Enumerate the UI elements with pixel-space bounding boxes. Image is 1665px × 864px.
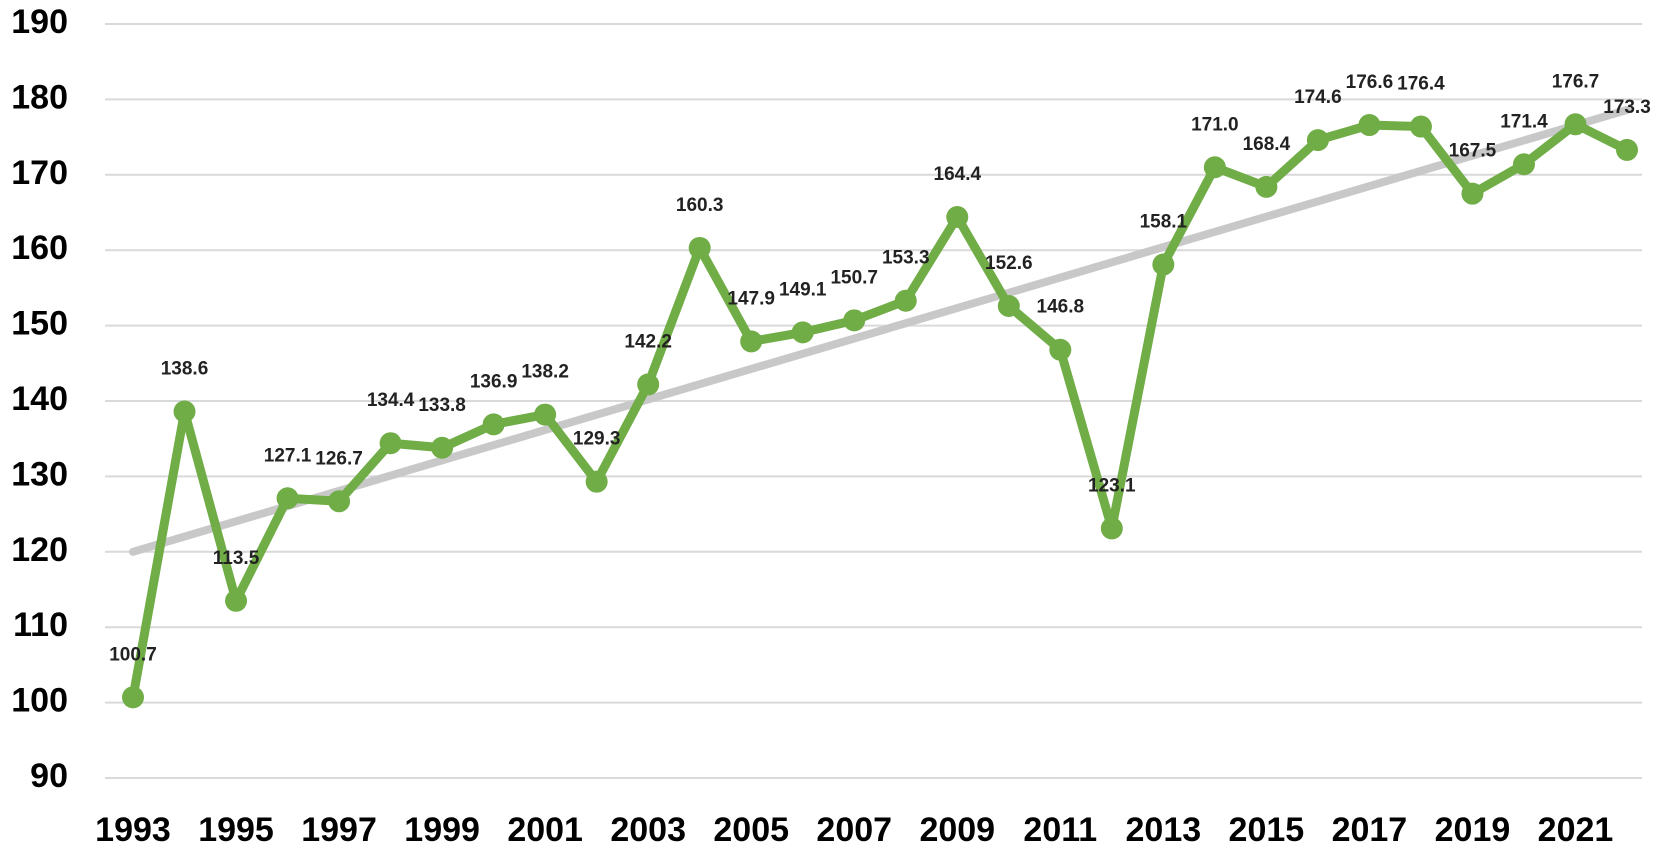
y-tick-label: 180 <box>11 78 68 116</box>
x-tick-label: 1993 <box>95 811 171 849</box>
x-tick-label: 1999 <box>404 811 480 849</box>
data-label: 171.4 <box>1500 111 1548 132</box>
data-label: 100.7 <box>109 644 157 665</box>
point <box>173 400 196 423</box>
point <box>894 289 917 312</box>
point <box>1358 114 1381 137</box>
data-label: 136.9 <box>470 371 518 392</box>
y-tick-label: 160 <box>11 229 68 267</box>
point <box>1100 517 1123 540</box>
x-tick-label: 2021 <box>1538 811 1614 849</box>
x-tick-label: 1995 <box>198 811 274 849</box>
point <box>946 206 969 229</box>
data-label: 158.1 <box>1140 212 1188 233</box>
data-label: 164.4 <box>934 164 982 185</box>
data-label: 129.3 <box>573 429 621 450</box>
data-label: 171.0 <box>1191 114 1239 135</box>
point <box>1203 156 1226 179</box>
point <box>534 403 557 426</box>
data-label: 123.1 <box>1088 475 1136 496</box>
x-tick-label: 2017 <box>1332 811 1408 849</box>
x-tick-label: 2005 <box>713 811 789 849</box>
data-label: 176.6 <box>1346 72 1394 93</box>
data-label: 173.3 <box>1603 97 1651 118</box>
data-label: 150.7 <box>830 267 878 288</box>
y-tick-label: 90 <box>30 757 68 795</box>
point <box>997 294 1020 317</box>
x-tick-label: 2003 <box>610 811 686 849</box>
y-tick-label: 190 <box>11 3 68 41</box>
point <box>1049 338 1072 361</box>
y-tick-label: 140 <box>11 380 68 418</box>
y-tick-label: 100 <box>11 682 68 720</box>
point <box>585 470 608 493</box>
data-label: 160.3 <box>676 195 724 216</box>
point <box>1564 113 1587 136</box>
point <box>431 436 454 459</box>
point <box>1255 175 1278 198</box>
series-line <box>128 119 1630 699</box>
data-label: 134.4 <box>367 390 415 411</box>
data-label: 126.7 <box>315 448 363 469</box>
y-tick-label: 130 <box>11 455 68 493</box>
point <box>276 487 299 510</box>
x-tick-label: 2007 <box>816 811 892 849</box>
data-label: 174.6 <box>1294 87 1342 108</box>
point <box>637 373 660 396</box>
x-tick-label: 2019 <box>1435 811 1511 849</box>
point <box>328 490 351 513</box>
point <box>688 236 711 259</box>
point <box>482 413 505 436</box>
data-label: 138.2 <box>521 362 569 383</box>
data-label: 138.6 <box>161 359 209 380</box>
data-label: 133.8 <box>418 395 466 416</box>
x-tick-label: 2009 <box>919 811 995 849</box>
trendline <box>129 105 1631 556</box>
point <box>1152 253 1175 276</box>
y-tick-label: 170 <box>11 154 68 192</box>
data-label: 146.8 <box>1037 297 1085 318</box>
data-label: 176.4 <box>1397 74 1445 95</box>
point <box>791 321 814 344</box>
y-tick-label: 150 <box>11 305 68 343</box>
data-label: 113.5 <box>213 548 260 569</box>
point <box>122 686 144 709</box>
x-tick-label: 2001 <box>507 811 583 849</box>
data-label: 147.9 <box>727 288 775 309</box>
point <box>225 589 248 612</box>
data-label: 152.6 <box>985 253 1033 274</box>
y-tick-label: 120 <box>11 531 68 569</box>
data-label: 142.2 <box>624 331 672 352</box>
data-label: 149.1 <box>779 279 827 300</box>
point <box>1512 153 1535 176</box>
x-tick-label: 2015 <box>1229 811 1305 849</box>
point <box>379 432 402 455</box>
point <box>1409 115 1432 138</box>
point <box>1461 182 1484 205</box>
data-label: 153.3 <box>882 248 930 269</box>
x-tick-label: 1997 <box>301 811 377 849</box>
data-label: 168.4 <box>1243 134 1291 155</box>
point <box>740 330 763 353</box>
data-label: 176.7 <box>1552 71 1600 92</box>
data-label: 167.5 <box>1449 141 1497 162</box>
x-tick-label: 2011 <box>1023 811 1097 849</box>
data-label: 127.1 <box>264 445 312 466</box>
point <box>843 309 866 332</box>
point <box>1616 138 1638 161</box>
point <box>1306 129 1329 152</box>
y-tick-label: 110 <box>13 606 68 644</box>
x-tick-label: 2013 <box>1126 811 1202 849</box>
